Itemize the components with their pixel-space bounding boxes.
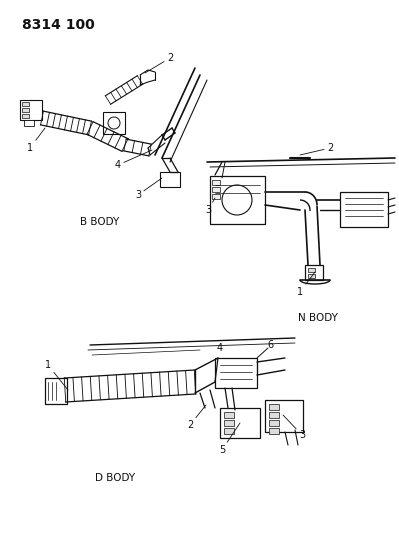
Bar <box>265 400 303 432</box>
Bar <box>22 114 29 118</box>
Bar <box>212 180 220 185</box>
Bar <box>24 120 34 126</box>
Bar <box>215 358 257 388</box>
Text: 2: 2 <box>187 405 206 430</box>
Bar <box>210 176 265 224</box>
Bar <box>224 412 234 418</box>
Bar <box>269 404 279 410</box>
Bar <box>224 420 234 426</box>
Text: 5: 5 <box>219 423 240 455</box>
Bar <box>103 112 125 134</box>
Text: 3: 3 <box>205 198 215 215</box>
Bar <box>220 408 260 438</box>
Bar <box>269 420 279 426</box>
Bar <box>308 274 315 278</box>
Text: 2: 2 <box>300 143 333 155</box>
Bar <box>340 192 388 227</box>
Bar <box>308 268 315 272</box>
Bar <box>305 265 323 280</box>
Text: 3: 3 <box>135 178 162 200</box>
Bar <box>45 378 67 404</box>
Bar <box>22 102 29 106</box>
Text: 8314 100: 8314 100 <box>22 18 95 32</box>
Text: 1: 1 <box>27 128 45 153</box>
Bar <box>269 412 279 418</box>
Bar <box>20 100 42 120</box>
Circle shape <box>108 117 120 129</box>
Text: 2: 2 <box>145 53 173 73</box>
Text: 4: 4 <box>115 150 152 170</box>
Text: 1: 1 <box>297 272 315 297</box>
Text: D BODY: D BODY <box>95 473 135 483</box>
Bar <box>269 428 279 434</box>
Bar <box>212 187 220 192</box>
Text: 6: 6 <box>267 340 273 350</box>
Text: B BODY: B BODY <box>80 217 120 227</box>
Circle shape <box>222 185 252 215</box>
Bar <box>160 172 180 187</box>
Text: 1: 1 <box>45 360 68 390</box>
Bar <box>22 108 29 112</box>
Text: N BODY: N BODY <box>298 313 338 323</box>
Text: 4: 4 <box>217 343 223 353</box>
Text: 3: 3 <box>283 415 305 440</box>
Bar <box>224 428 234 434</box>
Bar <box>212 194 220 199</box>
